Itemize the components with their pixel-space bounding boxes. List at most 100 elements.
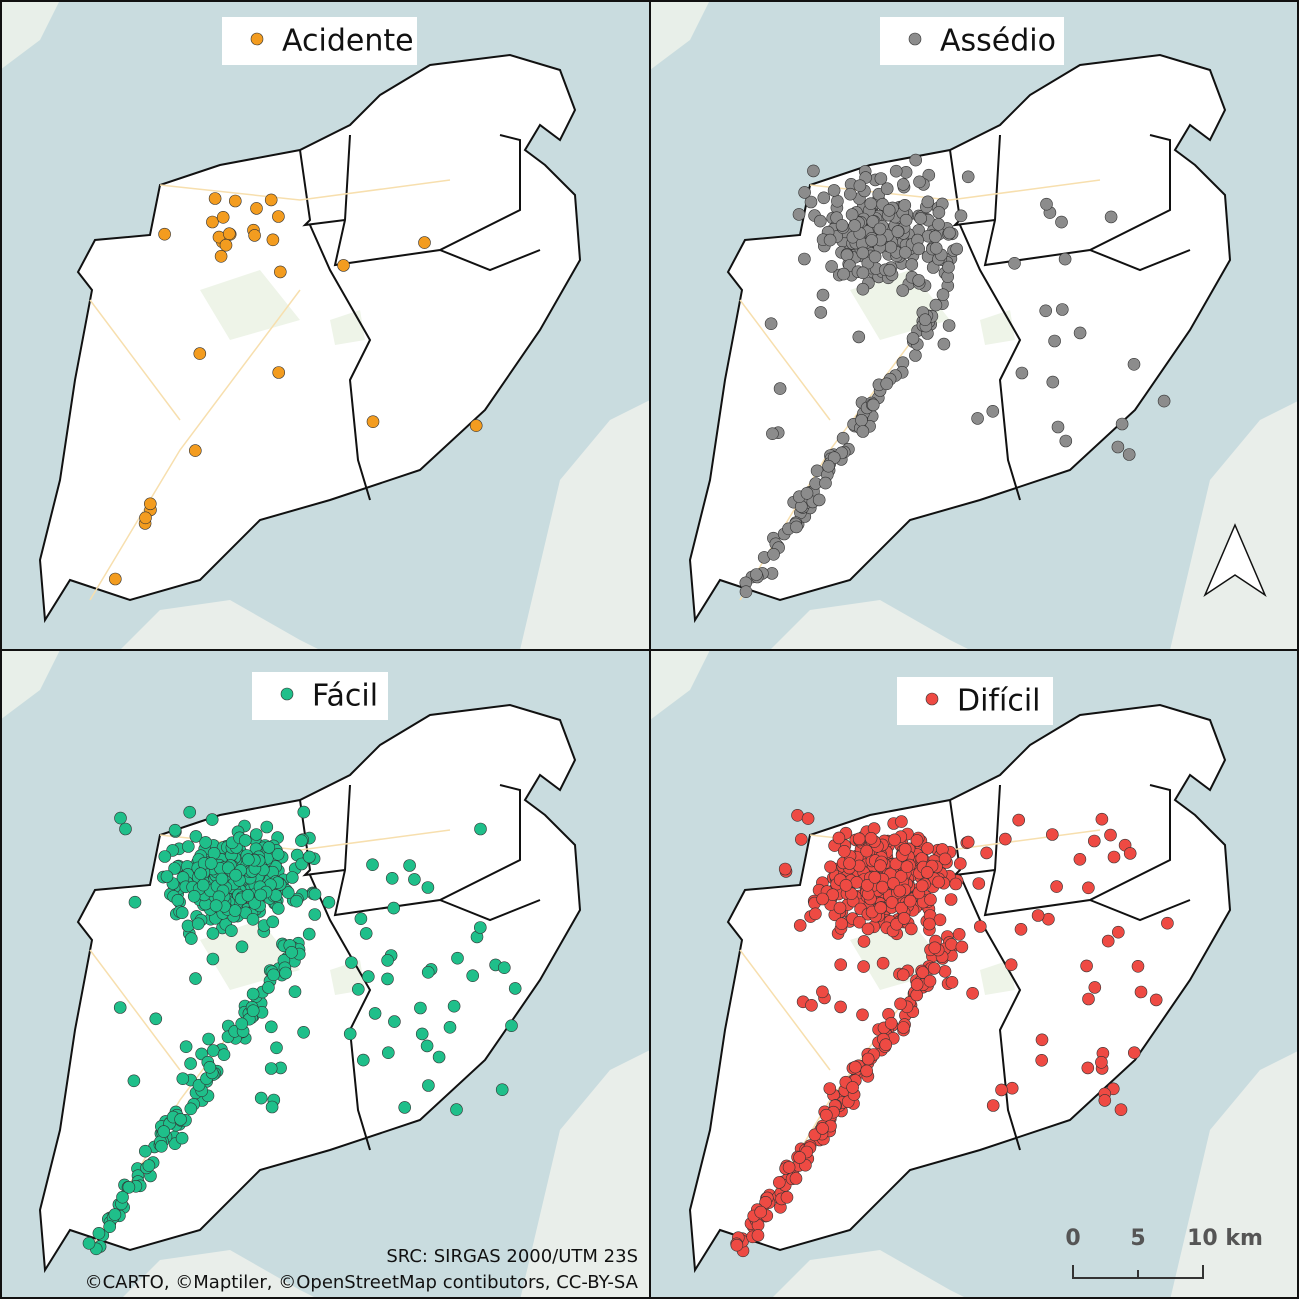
incident-point [816,892,829,906]
incident-point [466,969,480,983]
incident-point [880,377,893,391]
incident-point [816,1122,829,1135]
incident-point [915,879,929,893]
incident-point [297,805,311,819]
incident-point [868,250,882,264]
incident-point [896,284,909,297]
incident-point [415,1027,429,1041]
incident-point [351,982,365,996]
incident-point [812,493,826,507]
incident-point [1031,909,1045,922]
incident-point [816,985,829,999]
incident-point [288,985,302,999]
incident-point [986,404,1000,418]
incident-point [194,867,207,880]
incident-point [1104,828,1117,842]
incident-point [322,896,336,909]
incident-point [852,832,866,846]
incident-point [82,1236,96,1250]
incident-point [894,997,907,1011]
incident-point [739,585,753,599]
incident-point [952,927,966,941]
incident-point [1046,375,1060,389]
incident-point [938,852,952,866]
incident-point [345,956,358,969]
incident-point [932,206,946,219]
incident-point [271,902,285,915]
incident-point [864,197,878,210]
incident-point [113,1001,127,1014]
incident-point [285,945,298,959]
incident-point [928,230,942,243]
incident-point [899,246,912,259]
incident-point [302,927,316,941]
incident-point [139,511,152,525]
incident-point [308,908,322,921]
incident-point [766,427,779,441]
incident-point [368,1007,382,1020]
incident-point [986,1099,1000,1112]
incident-point [155,1139,168,1153]
incident-point [943,226,956,240]
incident-point [800,486,814,500]
incident-point [838,845,851,858]
incident-point [900,860,914,873]
incident-point [834,958,847,972]
legend-label: Acidente [282,24,414,59]
incident-point [266,233,280,247]
incident-point [823,1082,837,1095]
incident-point [1055,215,1068,229]
incident-point [853,179,867,192]
incident-point [235,1017,248,1031]
incident-point [184,1102,198,1116]
incident-point [385,872,399,885]
incident-point [202,1032,215,1046]
incident-point [366,415,380,429]
incident-point [181,919,195,933]
incident-point [980,846,993,860]
incident-point [241,889,255,902]
incident-point [865,234,878,247]
incident-point [1015,366,1029,380]
incident-point [139,1144,152,1158]
incident-point [235,940,249,954]
incident-point [995,1083,1008,1097]
incident-point [1095,1055,1108,1069]
incident-point [1073,326,1087,340]
incident-point [203,1060,217,1074]
basemap [0,650,650,1299]
incident-point [1008,256,1021,270]
incident-point [936,288,950,302]
incident-point [1111,440,1125,454]
incident-point [924,893,937,906]
incident-point [961,835,975,849]
incident-point [168,823,182,837]
incident-point [450,1103,463,1116]
incident-point [184,1057,197,1070]
incident-point [192,917,205,931]
incident-point [114,811,127,825]
incident-point [168,862,181,875]
incident-point [160,870,174,883]
incident-point [421,965,435,979]
incident-point [92,1226,106,1240]
incident-point [868,871,882,884]
incident-point [469,419,483,432]
incident-point [920,866,934,879]
incident-point [290,894,303,908]
incident-point [798,252,811,266]
incident-point [932,875,945,889]
legend-box [252,672,388,720]
incident-point [861,879,874,892]
incident-point [861,922,875,936]
incident-point [938,965,952,978]
incident-point [266,915,280,929]
incident-point [949,877,963,891]
incident-point [1055,303,1069,316]
incident-point [845,208,859,221]
legend-marker [908,32,922,46]
incident-point [816,288,830,302]
map-panel: Difícil [650,650,1299,1299]
incident-point [795,833,808,846]
incident-point [246,912,260,926]
